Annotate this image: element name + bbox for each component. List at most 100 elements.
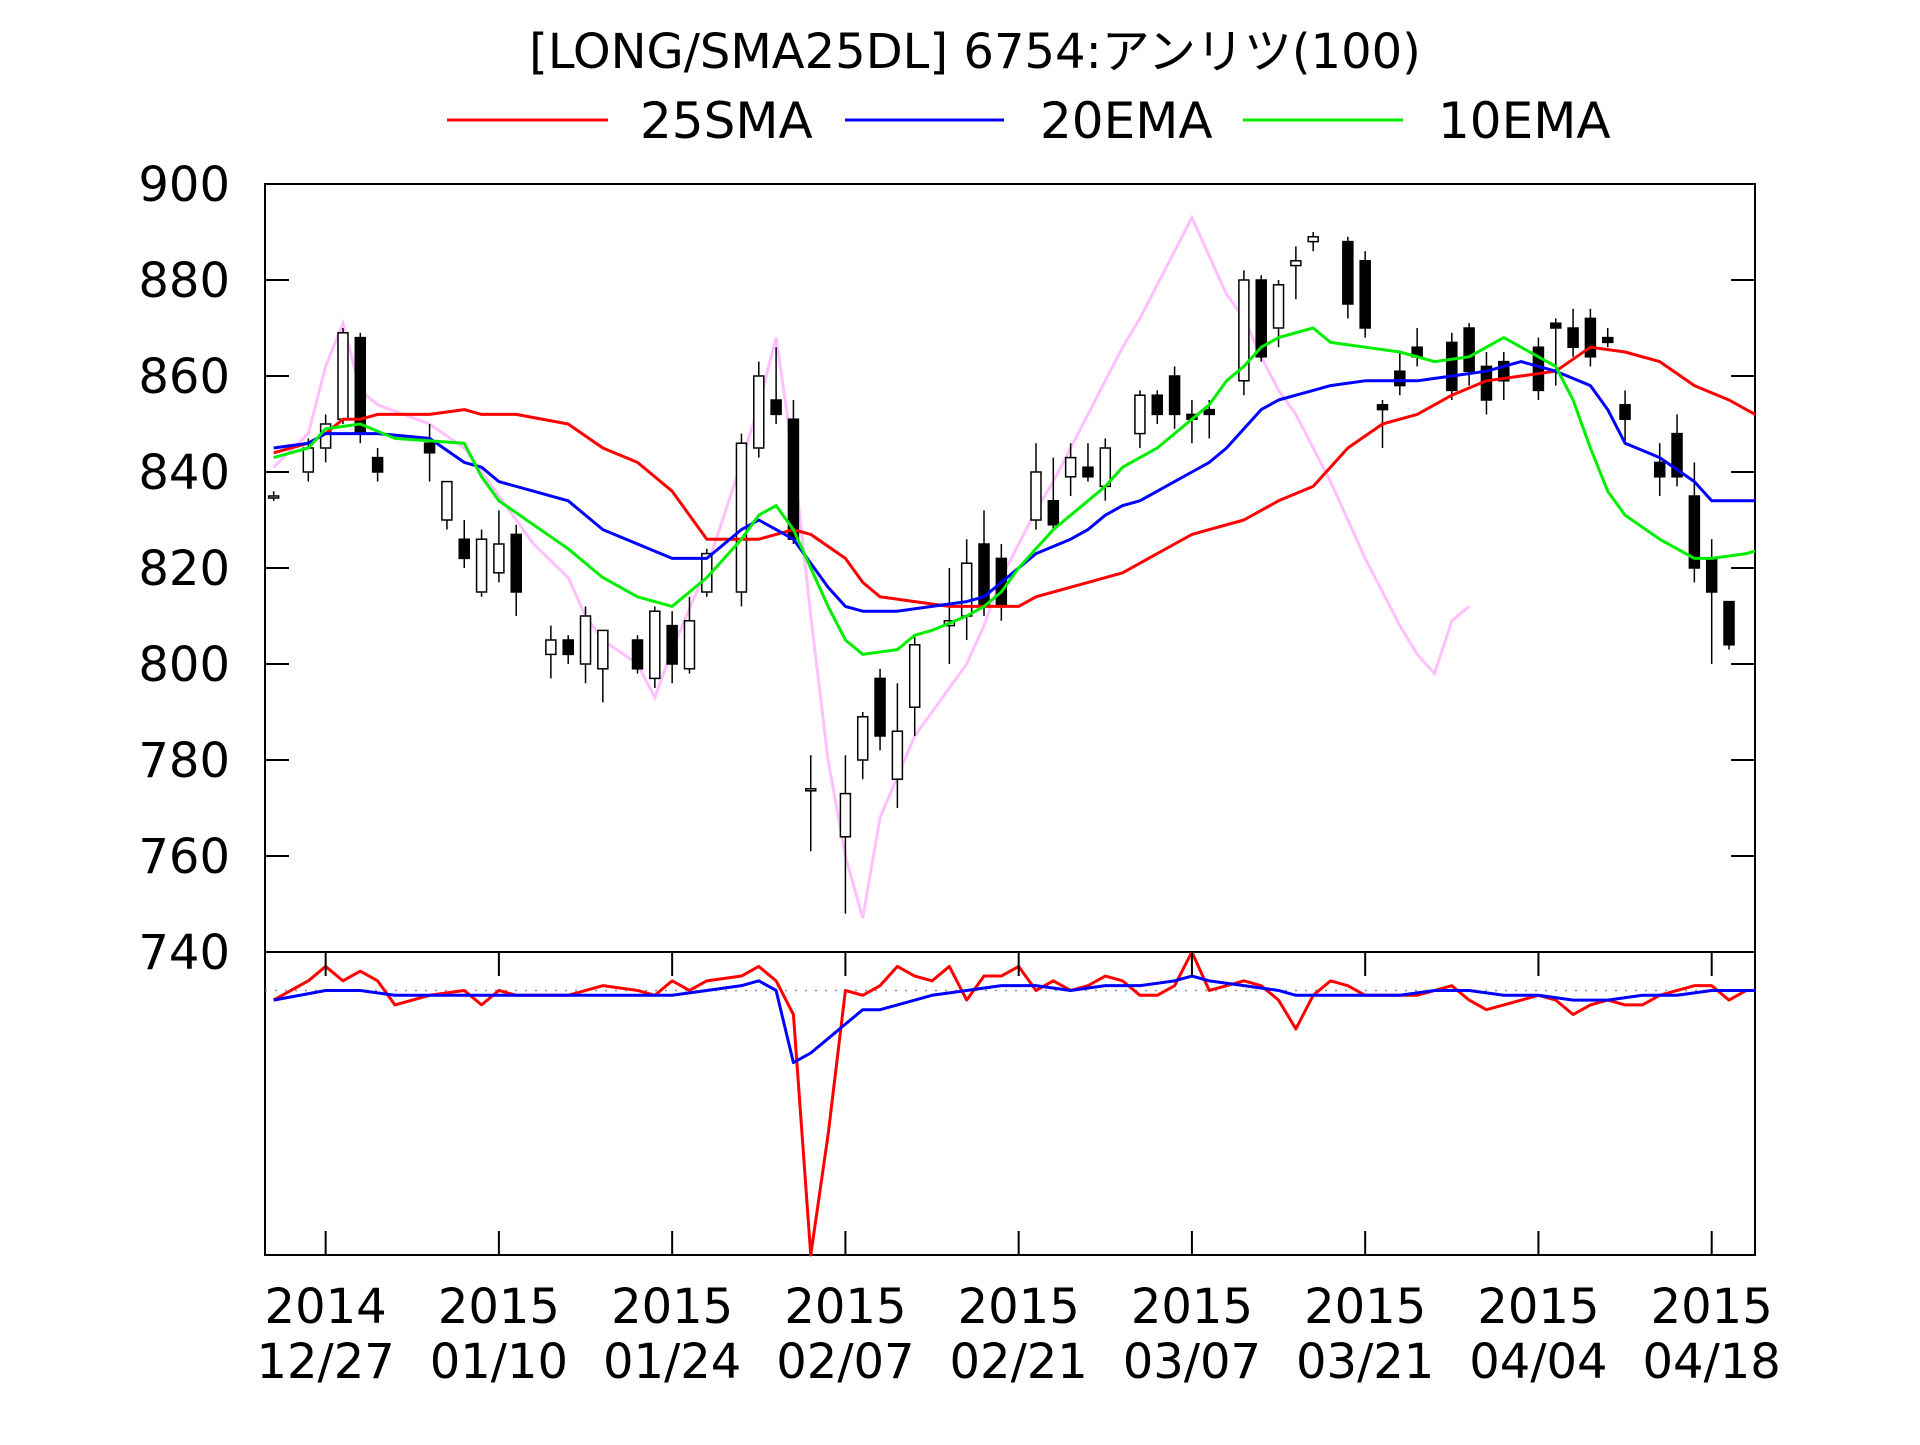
candle xyxy=(1030,443,1042,530)
candle-body xyxy=(1550,322,1562,329)
candle-body xyxy=(1255,279,1267,358)
y-tick-label: 860 xyxy=(138,349,230,405)
candle-body xyxy=(579,615,592,665)
candle-body xyxy=(874,677,886,737)
candle-body xyxy=(441,480,453,521)
x-tick-year: 2015 xyxy=(611,1279,733,1335)
ema10-line xyxy=(273,326,1755,656)
price-panel xyxy=(264,183,1920,953)
x-tick-year: 2015 xyxy=(784,1279,906,1335)
candle-body xyxy=(960,562,973,617)
envelope-group xyxy=(272,214,1471,919)
candle xyxy=(735,433,748,607)
candle-body xyxy=(597,629,609,670)
y-tick-label: 900 xyxy=(138,157,230,213)
candle-body xyxy=(1584,317,1597,358)
candle-body xyxy=(1168,375,1181,416)
candle-body xyxy=(1880,506,1890,540)
candle-body xyxy=(1394,370,1406,387)
oscillator-red-line xyxy=(272,952,1755,1257)
x-tick-year: 2014 xyxy=(265,1279,387,1335)
y-axis: 900 880 860 840 820 800 780 760 740 xyxy=(138,157,1755,981)
candle-body xyxy=(891,730,904,780)
candle xyxy=(1272,280,1285,348)
candle xyxy=(1550,318,1562,386)
candle-body xyxy=(1705,557,1718,593)
x-tick-date: 12/27 xyxy=(256,1334,394,1390)
candle-body xyxy=(1776,606,1786,640)
x-tick-year: 2015 xyxy=(958,1279,1080,1335)
candle-body xyxy=(423,442,436,454)
candle-body xyxy=(510,533,522,593)
envelope-line xyxy=(272,214,1471,919)
candle-body xyxy=(787,418,800,540)
candle xyxy=(839,755,852,914)
candle-body xyxy=(1203,408,1215,416)
candle xyxy=(908,635,921,736)
x-tick-year: 2015 xyxy=(1477,1279,1599,1335)
candle xyxy=(1394,352,1406,396)
candle xyxy=(683,596,696,674)
legend-label-20ema: 20EMA xyxy=(1040,92,1213,150)
oscillator-panel xyxy=(264,951,1756,1257)
candle xyxy=(666,611,678,684)
candle-body xyxy=(545,639,557,656)
candle-body xyxy=(1723,600,1735,646)
candle xyxy=(458,520,470,568)
candle xyxy=(1915,477,1920,554)
candle xyxy=(805,755,817,852)
candle xyxy=(1845,520,1855,578)
legend-label-10ema: 10EMA xyxy=(1438,92,1611,150)
candle xyxy=(874,668,886,751)
candle-body xyxy=(337,332,349,420)
x-tick-date: 02/07 xyxy=(776,1334,914,1390)
candle xyxy=(1307,232,1319,252)
candle-body xyxy=(1359,260,1371,329)
candle xyxy=(1168,366,1181,429)
candle xyxy=(649,606,661,688)
candle xyxy=(1793,558,1803,616)
y-tick-label: 760 xyxy=(138,829,230,885)
candle xyxy=(1342,236,1354,319)
candle-body xyxy=(1498,360,1510,382)
x-tick-date: 04/18 xyxy=(1643,1334,1781,1390)
candle xyxy=(1776,578,1786,645)
candle xyxy=(267,491,280,501)
x-tick-date: 01/10 xyxy=(430,1334,568,1390)
sma25-line xyxy=(273,345,1755,608)
candle xyxy=(1584,308,1597,367)
candle-body xyxy=(475,538,488,593)
candle-body xyxy=(1030,471,1042,521)
oscillator-panel-frame xyxy=(264,951,1756,1256)
candle xyxy=(423,424,436,482)
candle xyxy=(1498,352,1510,400)
candle xyxy=(1238,270,1250,396)
candle xyxy=(1653,443,1666,496)
candle-body xyxy=(267,495,280,499)
candle xyxy=(960,539,973,640)
candle xyxy=(545,625,557,679)
candle xyxy=(753,361,765,458)
candle xyxy=(493,510,505,583)
candle xyxy=(770,347,782,424)
candle xyxy=(1828,544,1838,602)
candle xyxy=(856,712,869,780)
candle-body xyxy=(1619,404,1631,420)
y-tick-label: 800 xyxy=(138,637,230,693)
candle-body xyxy=(371,456,384,473)
candle-body xyxy=(1653,461,1666,478)
candle-body xyxy=(1134,394,1146,435)
candle xyxy=(1151,390,1164,424)
candle-body xyxy=(1238,279,1250,382)
candle xyxy=(1099,438,1112,501)
x-tick-date: 04/04 xyxy=(1469,1334,1607,1390)
candle-body xyxy=(805,788,817,792)
candle-body xyxy=(683,620,696,670)
candle xyxy=(1082,443,1094,482)
y-tick-label: 820 xyxy=(138,541,230,597)
x-tick-date: 02/21 xyxy=(949,1334,1087,1390)
ema20-line xyxy=(273,360,1755,613)
oscillator-lines xyxy=(272,952,1755,1257)
candle-body xyxy=(1342,240,1354,305)
